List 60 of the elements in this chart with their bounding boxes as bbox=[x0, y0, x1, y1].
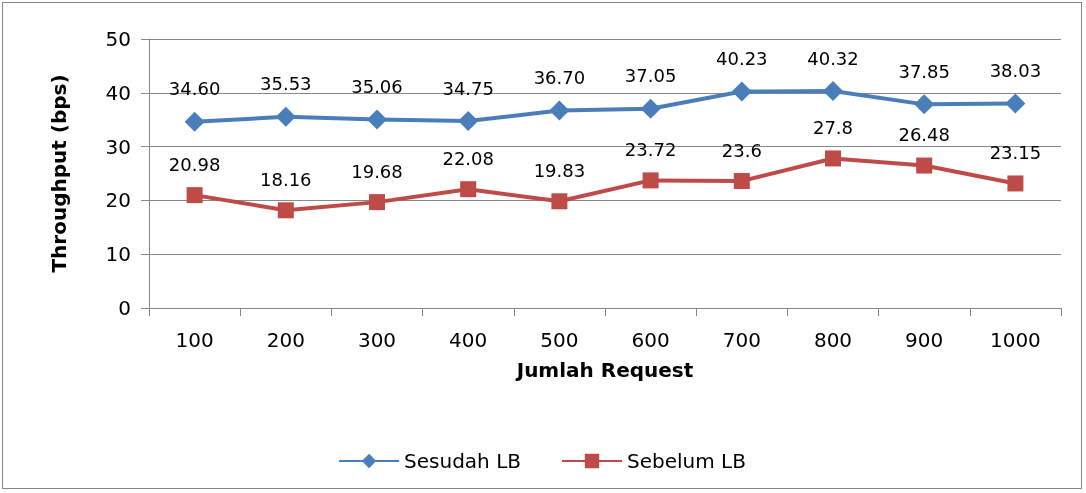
point bbox=[458, 111, 479, 132]
x-tick-label: 800 bbox=[813, 328, 853, 352]
data-label: 19.83 bbox=[533, 159, 586, 181]
point bbox=[275, 106, 296, 127]
point bbox=[640, 98, 661, 119]
y-tick-label: 20 bbox=[105, 188, 131, 213]
point bbox=[549, 100, 570, 121]
data-label: 36.70 bbox=[533, 67, 586, 89]
x-axis-title: Jumlah Request bbox=[514, 358, 694, 382]
x-tick-label: 900 bbox=[905, 328, 944, 352]
legend-label: Sebelum LB bbox=[627, 449, 746, 473]
point bbox=[1005, 93, 1026, 114]
x-tick-label: 200 bbox=[266, 328, 305, 352]
x-tick-label: 500 bbox=[540, 328, 579, 352]
point bbox=[184, 111, 205, 132]
y-tick-label: 30 bbox=[105, 134, 131, 159]
point bbox=[914, 94, 935, 115]
data-label: 35.06 bbox=[351, 75, 403, 97]
point bbox=[825, 150, 841, 167]
y-tick-label: 0 bbox=[118, 296, 131, 320]
data-label: 26.48 bbox=[898, 124, 950, 146]
point bbox=[823, 81, 843, 102]
x-tick-label: 1000 bbox=[989, 328, 1041, 352]
point bbox=[369, 194, 385, 211]
data-label: 40.32 bbox=[807, 47, 859, 69]
data-label: 27.8 bbox=[812, 116, 854, 138]
data-label: 23.15 bbox=[989, 141, 1042, 163]
x-tick-label: 700 bbox=[722, 328, 761, 352]
y-axis-title: Throughput (bps) bbox=[47, 74, 71, 273]
y-tick-label: 10 bbox=[105, 242, 131, 267]
point bbox=[186, 187, 203, 204]
x-tick-label: 100 bbox=[175, 328, 214, 352]
data-label: 19.68 bbox=[351, 160, 403, 182]
point bbox=[277, 202, 294, 219]
point bbox=[367, 109, 387, 130]
data-label: 37.85 bbox=[898, 60, 950, 82]
point bbox=[642, 172, 659, 189]
point bbox=[731, 81, 752, 102]
data-label: 23.6 bbox=[721, 139, 762, 161]
x-tick-label: 600 bbox=[631, 328, 670, 352]
point bbox=[1007, 175, 1024, 192]
data-label: 18.16 bbox=[260, 168, 312, 190]
y-tick-label: 50 bbox=[105, 27, 131, 51]
x-tick-label: 300 bbox=[357, 328, 397, 352]
point bbox=[733, 173, 750, 190]
x-tick-label: 400 bbox=[449, 328, 488, 352]
data-label: 35.53 bbox=[260, 73, 312, 95]
data-label: 22.08 bbox=[442, 147, 494, 169]
data-label: 34.75 bbox=[442, 77, 494, 99]
point bbox=[460, 181, 477, 198]
data-label: 20.98 bbox=[168, 153, 221, 175]
y-tick-label: 40 bbox=[105, 80, 131, 105]
data-label: 23.72 bbox=[624, 138, 677, 160]
point bbox=[916, 157, 933, 174]
point bbox=[551, 193, 568, 210]
data-label: 37.05 bbox=[624, 65, 677, 87]
data-label: 34.60 bbox=[168, 78, 221, 100]
legend-label: Sesudah LB bbox=[404, 449, 522, 473]
data-label: 40.23 bbox=[716, 48, 768, 70]
data-label: 38.03 bbox=[989, 59, 1042, 81]
